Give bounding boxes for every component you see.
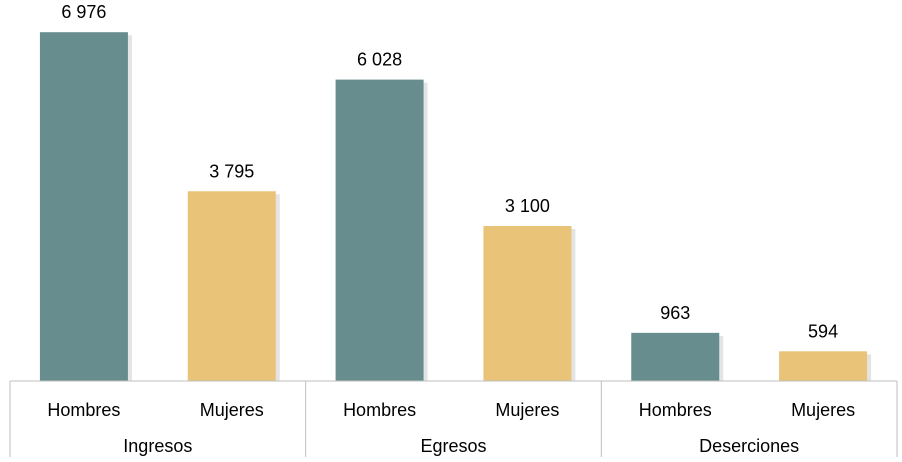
category-labels: Hombres Mujeres Hombres Mujeres Hombres Mujer… xyxy=(47,400,855,420)
bar-value-label: 594 xyxy=(808,321,838,341)
category-label: Hombres xyxy=(47,400,120,420)
bars xyxy=(39,32,868,381)
bar-deserciones-mujeres xyxy=(779,351,868,381)
bar-value-label: 963 xyxy=(660,303,690,323)
category-label: Mujeres xyxy=(791,400,855,420)
bar-ingresos-mujeres xyxy=(187,191,276,381)
bar-value-label: 6 028 xyxy=(357,50,402,70)
bar-value-label: 3 795 xyxy=(209,161,254,181)
category-label: Hombres xyxy=(343,400,416,420)
group-labels: Ingresos Egresos Deserciones xyxy=(123,436,799,456)
bar-shadows xyxy=(43,35,872,381)
category-label: Hombres xyxy=(639,400,712,420)
bar-ingresos-hombres xyxy=(39,32,128,381)
category-label: Mujeres xyxy=(495,400,559,420)
bar-egresos-mujeres xyxy=(483,226,572,381)
bar-deserciones-hombres xyxy=(631,332,720,381)
category-label: Mujeres xyxy=(200,400,264,420)
category-axis xyxy=(9,380,898,457)
group-label: Ingresos xyxy=(123,436,192,456)
bar-egresos-hombres xyxy=(335,79,424,381)
group-label: Deserciones xyxy=(699,436,799,456)
bar-value-label: 3 100 xyxy=(505,196,550,216)
group-label: Egresos xyxy=(420,436,486,456)
bar-value-label: 6 976 xyxy=(61,2,106,22)
value-labels: 6 976 3 795 6 028 3 100 963 594 xyxy=(61,2,838,341)
